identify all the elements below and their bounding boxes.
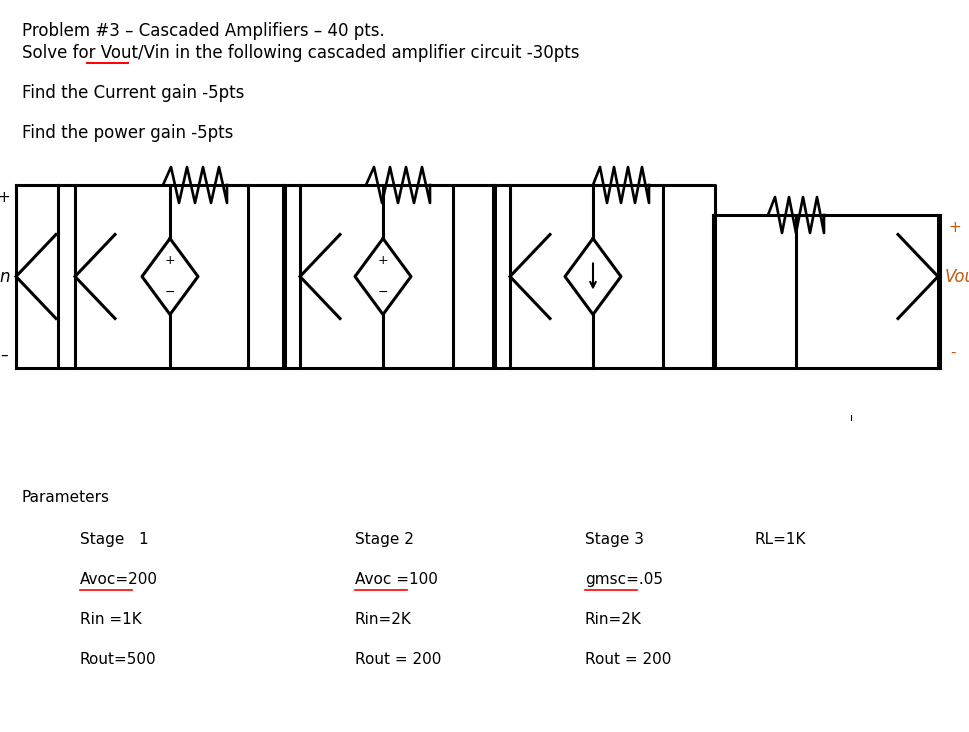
Text: +: + [948, 220, 960, 235]
Text: gmsc=.05: gmsc=.05 [585, 572, 663, 587]
Text: –: – [0, 348, 8, 363]
Text: Find the power gain -5pts: Find the power gain -5pts [22, 124, 234, 142]
Text: +: + [165, 254, 175, 267]
Text: Rout = 200: Rout = 200 [355, 652, 441, 667]
Text: Stage   1: Stage 1 [80, 532, 148, 547]
Text: ı: ı [851, 413, 854, 423]
Text: Solve for Vout/Vin in the following cascaded amplifier circuit -30pts: Solve for Vout/Vin in the following casc… [22, 44, 579, 62]
Text: +: + [378, 254, 389, 267]
Text: Rin=2K: Rin=2K [585, 612, 641, 627]
Text: Problem #3 – Cascaded Amplifiers – 40 pts.: Problem #3 – Cascaded Amplifiers – 40 pt… [22, 22, 385, 40]
Text: Stage 3: Stage 3 [585, 532, 644, 547]
Text: Rin =1K: Rin =1K [80, 612, 141, 627]
Text: Vin: Vin [0, 267, 12, 285]
Text: RL=1K: RL=1K [755, 532, 806, 547]
Text: -: - [950, 345, 955, 360]
Text: Rin=2K: Rin=2K [355, 612, 412, 627]
Text: Avoc=200: Avoc=200 [80, 572, 158, 587]
Text: +: + [0, 190, 11, 205]
Text: −: − [165, 286, 175, 299]
Text: Rout=500: Rout=500 [80, 652, 157, 667]
Text: Vout: Vout [945, 267, 969, 285]
Text: Avoc =100: Avoc =100 [355, 572, 438, 587]
Text: Stage 2: Stage 2 [355, 532, 414, 547]
Text: Rout = 200: Rout = 200 [585, 652, 672, 667]
Text: −: − [378, 286, 389, 299]
Text: Find the Current gain -5pts: Find the Current gain -5pts [22, 84, 244, 102]
Text: Parameters: Parameters [22, 490, 110, 505]
